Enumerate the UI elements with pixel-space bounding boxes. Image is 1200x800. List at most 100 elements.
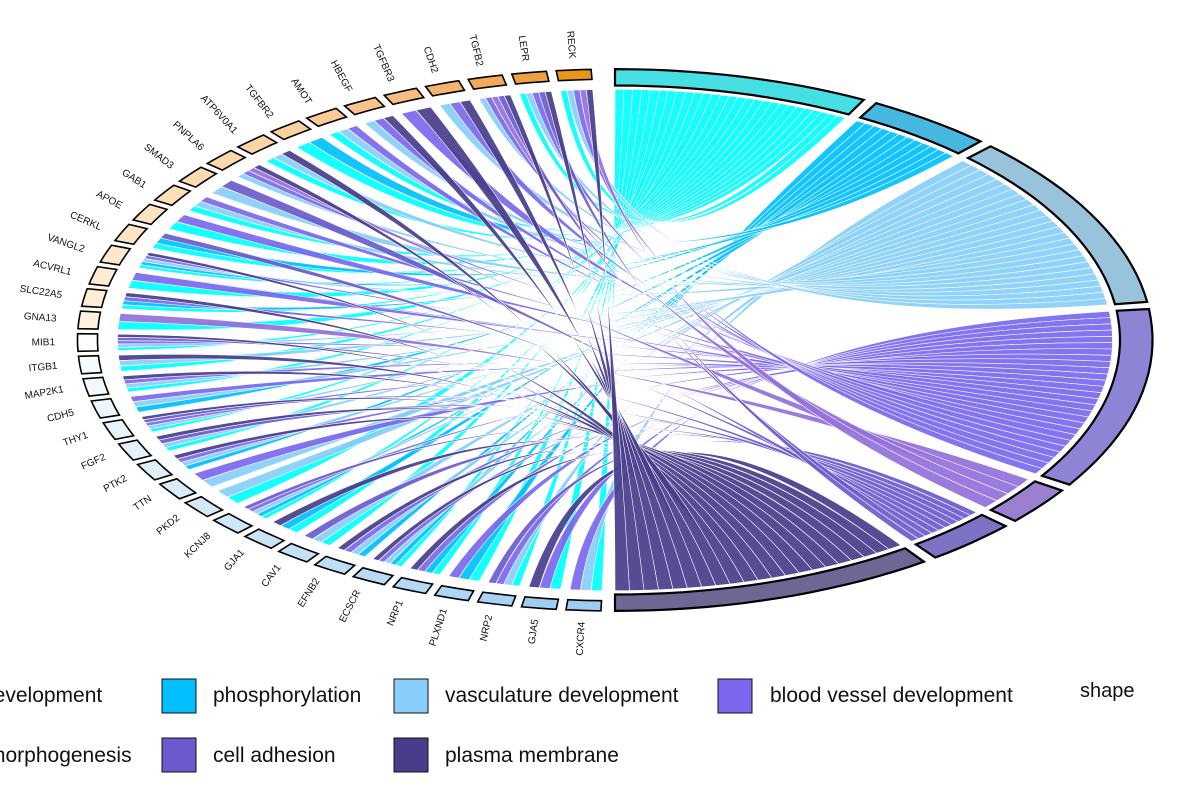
- gene-arc-acvrl1: [88, 265, 119, 287]
- gene-arc-tgfbr3: [382, 87, 426, 106]
- gene-label-plxnd1: PLXND1: [428, 607, 450, 648]
- legend-swatch-phosphorylation: [161, 678, 197, 714]
- legend-label-plasma-membrane: plasma membrane: [445, 744, 619, 767]
- term-arc-cell-adhesion: [913, 513, 1008, 559]
- gene-label-kcnj8: KCNJ8: [183, 530, 214, 560]
- gene-arc-ecscr: [351, 566, 395, 586]
- ribbon-reck-vasculature-development: [566, 89, 1109, 310]
- gene-label-reck: RECK: [564, 30, 577, 59]
- gene-arc-tgfbr2: [269, 120, 313, 141]
- gene-label-efnb2: EFNB2: [296, 576, 323, 610]
- legend-shape-label: shape: [1080, 680, 1135, 702]
- gene-label-cav1: CAV1: [260, 562, 284, 589]
- gene-label-nrp2: NRP2: [479, 613, 496, 642]
- gene-label-cxcr4: CXCR4: [575, 621, 588, 656]
- gene-label-lepr: LEPR: [516, 35, 531, 63]
- gene-arc-gna13: [77, 310, 102, 330]
- ribbon-reck-tube-morphogenesis: [579, 89, 998, 508]
- gene-arc-slc22a5: [80, 287, 108, 309]
- gene-arc-smad3: [177, 166, 219, 188]
- gene-label-itgb1: ITGB1: [28, 361, 58, 375]
- gene-label-ecscr: ECSCR: [337, 588, 363, 624]
- gene-arc-fgf2: [117, 439, 153, 461]
- gene-arc-itgb1: [77, 354, 103, 375]
- ribbon-cdh2-blood-vessel-development: [449, 101, 1061, 458]
- gene-label-apoe: APOE: [94, 189, 124, 212]
- gene-label-smad3: SMAD3: [141, 142, 175, 172]
- gene-label-atp6v0a1: ATP6V0A1: [198, 93, 239, 137]
- ribbon-reck-blood-vessel-development: [573, 89, 1043, 475]
- gene-arc-cdh5: [90, 397, 121, 419]
- legend: development phosphorylation vasculature …: [0, 678, 1135, 773]
- gene-label-gja5: GJA5: [527, 618, 541, 645]
- legend-swatch-plasma-membrane: [393, 737, 429, 773]
- ribbons-layer: [117, 88, 1113, 592]
- gene-arc-tgfb2: [466, 74, 508, 90]
- legend-label-tube-morphogenesis: morphogenesis: [0, 744, 132, 767]
- gene-label-slc22a5: SLC22A5: [19, 284, 63, 302]
- term-arc-phosphorylation: [858, 101, 983, 155]
- legend-swatch-cell-adhesion: [161, 737, 197, 773]
- gene-label-map2k1: MAP2K1: [24, 384, 65, 402]
- gene-label-vangl2: VANGL2: [46, 232, 87, 255]
- gene-label-thy1: THY1: [62, 430, 90, 449]
- term-arc-blood-vessel-development: [1039, 307, 1154, 486]
- legend-swatch-blood-vessel-development: [717, 678, 753, 714]
- gene-label-gja1: GJA1: [222, 547, 247, 573]
- ribbon-hbegf-plasma-membrane: [383, 115, 703, 589]
- gene-arc-reck: [555, 68, 593, 82]
- ribbon-lepr-cell-adhesion: [538, 91, 920, 542]
- gene-arc-plxnd1: [433, 584, 475, 602]
- gene-arc-gab1: [153, 184, 192, 207]
- gene-label-amot: AMOT: [288, 76, 313, 106]
- gene-arc-ptk2: [136, 459, 174, 481]
- gene-label-nrp1: NRP1: [386, 598, 407, 627]
- gene-arc-pkd2: [183, 495, 225, 518]
- gene-arc-gja1: [243, 528, 286, 550]
- legend-label-angiogenesis: development: [0, 684, 102, 707]
- term-arcs-layer: [613, 67, 1154, 613]
- gene-arc-ttn: [158, 477, 198, 500]
- gene-arc-mib1: [76, 332, 99, 353]
- gene-arc-efnb2: [313, 555, 357, 575]
- term-arc-vasculature-development: [965, 145, 1149, 306]
- gene-label-cdh2: CDH2: [421, 45, 440, 75]
- term-arc-tube-morphogenesis: [988, 480, 1065, 523]
- gene-arc-atp6v0a1: [236, 134, 279, 155]
- gene-arc-lepr: [510, 70, 550, 85]
- gene-arc-hbegf: [342, 96, 386, 116]
- term-arc-angiogenesis-development: [613, 67, 866, 116]
- legend-label-cell-adhesion: cell adhesion: [213, 744, 336, 767]
- gene-label-tgfbr3: TGFBR3: [370, 43, 396, 84]
- gene-label-hbegf: HBEGF: [328, 59, 354, 95]
- gene-arc-apoe: [131, 203, 169, 226]
- gene-label-pnpla6: PNPLA6: [170, 119, 206, 153]
- gene-label-gna13: GNA13: [23, 311, 57, 324]
- gene-arc-gja5: [520, 595, 560, 611]
- gene-arc-nrp2: [476, 591, 517, 607]
- gene-arcs-layer: [76, 68, 603, 612]
- ribbon-tgfb2-cell-adhesion: [497, 95, 926, 540]
- legend-swatch-vasculature-development: [393, 678, 429, 714]
- legend-label-phosphorylation: phosphorylation: [213, 684, 361, 707]
- gene-label-cerkl: CERKL: [68, 210, 103, 234]
- gene-arc-thy1: [101, 418, 136, 441]
- gene-arc-cxcr4: [565, 598, 603, 612]
- gene-label-tgfbr2: TGFBR2: [242, 83, 275, 121]
- gene-arc-amot: [305, 107, 349, 128]
- gene-arc-nrp1: [391, 576, 435, 595]
- gene-label-tgfb2: TGFB2: [466, 34, 485, 68]
- gene-arc-map2k1: [81, 376, 110, 397]
- term-arc-plasma-membrane: [613, 547, 927, 613]
- gene-arc-vangl2: [98, 244, 132, 266]
- gene-label-ttn: TTN: [132, 493, 154, 513]
- gene-label-ptk2: PTK2: [102, 473, 130, 495]
- gene-arc-cdh2: [424, 79, 466, 97]
- gene-label-acvrl1: ACVRL1: [32, 258, 73, 278]
- gene-arc-cav1: [277, 542, 321, 563]
- ribbon-reck-angiogenesis-development: [560, 90, 846, 223]
- gene-arc-cerkl: [113, 223, 149, 246]
- ribbon-tgfb2-tube-morphogenesis: [491, 95, 1009, 502]
- gene-label-pkd2: PKD2: [155, 512, 183, 537]
